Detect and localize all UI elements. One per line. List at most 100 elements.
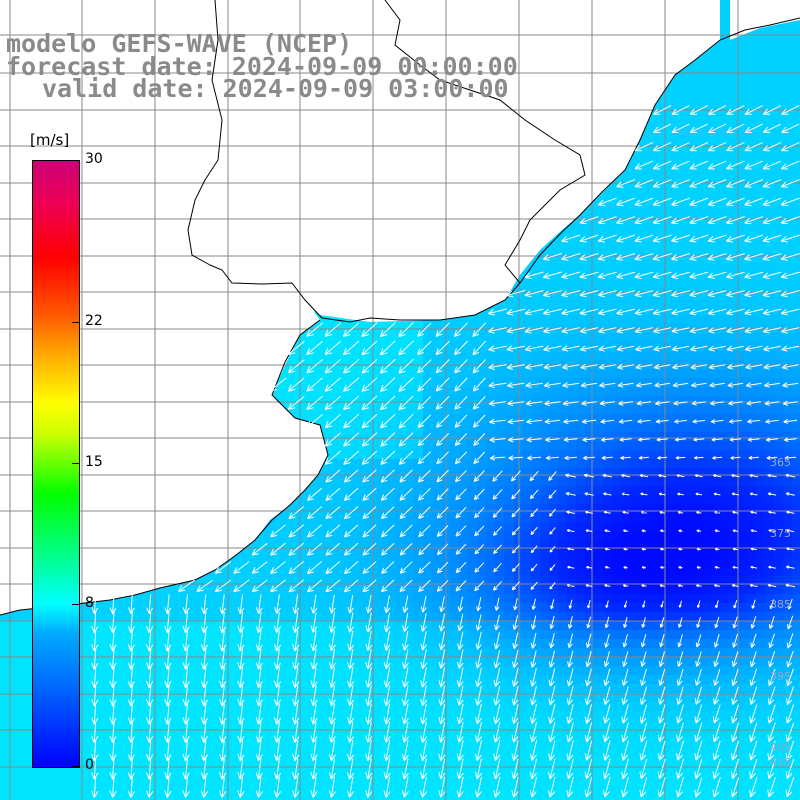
field-cell [657,126,667,136]
field-cell [765,342,775,352]
field-cell [738,414,748,424]
field-cell [576,306,586,316]
field-cell [684,126,694,136]
field-cell [522,414,532,424]
field-cell [747,90,757,100]
field-cell [504,387,514,397]
field-cell [657,405,667,415]
field-cell [567,450,577,460]
field-cell [765,423,775,433]
field-cell [603,225,613,235]
field-cell [567,378,577,388]
field-cell [378,432,388,442]
field-cell [315,396,325,406]
field-cell [738,351,748,361]
field-cell [738,423,748,433]
field-cell [765,72,775,82]
field-cell [792,117,800,127]
field-cell [666,369,676,379]
field-cell [666,81,676,91]
field-cell [675,279,685,289]
field-cell [495,486,505,496]
field-cell [594,459,604,469]
field-cell [531,459,541,469]
field-cell [783,387,793,397]
field-cell [486,468,496,478]
field-cell [792,468,800,478]
field-cell [378,333,388,343]
field-cell [531,369,541,379]
field-cell [594,252,604,262]
field-cell [558,486,568,496]
field-cell [792,432,800,442]
field-cell [747,495,757,505]
field-cell [594,315,604,325]
field-cell [315,387,325,397]
field-cell [684,198,694,208]
field-cell [657,486,667,496]
field-cell [765,180,775,190]
field-cell [351,342,361,352]
field-cell [360,450,370,460]
field-cell [387,405,397,415]
field-cell [774,477,784,487]
field-cell [774,189,784,199]
field-cell [738,36,748,46]
field-cell [675,162,685,172]
field-cell [792,90,800,100]
field-cell [783,369,793,379]
field-cell [612,351,622,361]
field-cell [720,225,730,235]
field-cell [324,405,334,415]
field-cell [648,117,658,127]
field-cell [360,396,370,406]
field-cell [729,306,739,316]
field-cell [747,99,757,109]
field-cell [648,351,658,361]
field-cell [306,351,316,361]
field-cell [495,342,505,352]
field-cell [765,63,775,73]
field-cell [423,495,433,505]
field-cell [639,369,649,379]
field-cell [513,333,523,343]
field-cell [756,486,766,496]
field-cell [630,405,640,415]
field-cell [585,351,595,361]
field-cell [774,405,784,415]
field-cell [522,279,532,289]
field-cell [459,351,469,361]
field-cell [693,90,703,100]
field-cell [675,369,685,379]
field-cell [675,351,685,361]
field-cell [756,252,766,262]
field-cell [765,486,775,496]
field-cell [792,234,800,244]
field-cell [729,198,739,208]
field-cell [738,333,748,343]
field-cell [594,279,604,289]
field-cell [432,405,442,415]
field-cell [684,486,694,496]
field-cell [423,342,433,352]
field-cell [621,468,631,478]
field-cell [747,288,757,298]
field-cell [756,450,766,460]
field-cell [639,216,649,226]
field-cell [585,369,595,379]
field-cell [792,459,800,469]
field-cell [765,495,775,505]
field-cell [729,468,739,478]
field-cell [630,414,640,424]
field-cell [297,387,307,397]
field-cell [594,450,604,460]
field-cell [747,243,757,253]
field-cell [711,162,721,172]
field-cell [270,387,280,397]
field-cell [495,441,505,451]
field-cell [729,279,739,289]
field-cell [531,468,541,478]
field-cell [576,432,586,442]
field-cell [567,477,577,487]
field-cell [477,423,487,433]
